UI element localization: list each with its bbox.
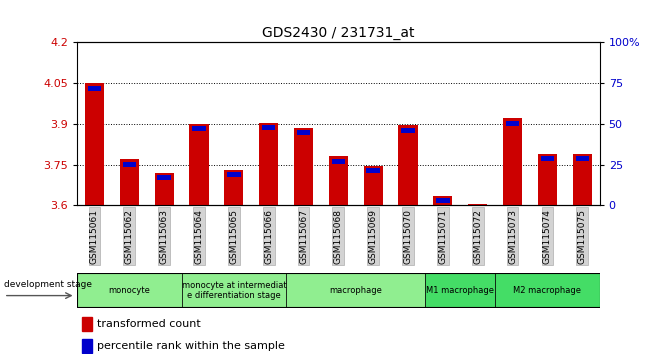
Text: transformed count: transformed count (97, 319, 200, 329)
Bar (329, 156, 348, 205)
Text: monocyte at intermediat
e differentiation stage: monocyte at intermediat e differentiatio… (182, 281, 286, 300)
FancyBboxPatch shape (495, 273, 600, 307)
Bar (190, 124, 208, 205)
Text: GSM115072: GSM115072 (473, 209, 482, 264)
Bar (506, 121, 519, 126)
Text: GSM115067: GSM115067 (299, 209, 308, 264)
Bar (468, 204, 487, 205)
Text: GSM115073: GSM115073 (508, 209, 517, 264)
Bar (259, 122, 278, 205)
Bar (541, 156, 554, 161)
Text: GSM115070: GSM115070 (403, 209, 413, 264)
Text: GSM115062: GSM115062 (125, 209, 134, 264)
FancyBboxPatch shape (182, 273, 286, 307)
Bar (401, 128, 415, 133)
Text: GSM115066: GSM115066 (264, 209, 273, 264)
Bar (157, 175, 171, 180)
Text: GSM115065: GSM115065 (229, 209, 239, 264)
Text: GSM115063: GSM115063 (159, 209, 169, 264)
Bar (294, 128, 313, 205)
Text: GSM115069: GSM115069 (369, 209, 378, 264)
Text: GSM115068: GSM115068 (334, 209, 343, 264)
FancyBboxPatch shape (425, 273, 495, 307)
Bar (332, 159, 345, 164)
Text: GSM115074: GSM115074 (543, 209, 552, 264)
Text: macrophage: macrophage (330, 286, 382, 295)
Bar (433, 196, 452, 205)
Bar (155, 173, 174, 205)
Bar (366, 169, 380, 173)
Bar (399, 125, 417, 205)
Bar (227, 172, 241, 177)
Bar (85, 83, 104, 205)
Text: GSM115061: GSM115061 (90, 209, 99, 264)
Bar (192, 126, 206, 131)
Text: GSM115071: GSM115071 (438, 209, 448, 264)
FancyBboxPatch shape (77, 273, 182, 307)
Bar (573, 154, 592, 205)
Bar (82, 339, 92, 353)
Text: M1 macrophage: M1 macrophage (426, 286, 494, 295)
Bar (538, 154, 557, 205)
Bar (88, 86, 101, 91)
Bar (471, 206, 484, 211)
Bar (576, 156, 589, 161)
Bar (364, 166, 383, 205)
Bar (297, 130, 310, 135)
Bar (503, 119, 522, 205)
Bar (224, 170, 243, 205)
Text: M2 macrophage: M2 macrophage (513, 286, 582, 295)
Bar (436, 198, 450, 203)
Text: development stage: development stage (4, 280, 92, 290)
Bar (123, 162, 136, 166)
Text: percentile rank within the sample: percentile rank within the sample (97, 341, 285, 351)
FancyBboxPatch shape (286, 273, 425, 307)
Title: GDS2430 / 231731_at: GDS2430 / 231731_at (262, 26, 415, 40)
Text: GSM115075: GSM115075 (578, 209, 587, 264)
Bar (262, 125, 275, 130)
Text: monocyte: monocyte (109, 286, 150, 295)
Text: GSM115064: GSM115064 (194, 209, 204, 264)
Bar (82, 317, 92, 331)
Bar (120, 159, 139, 205)
